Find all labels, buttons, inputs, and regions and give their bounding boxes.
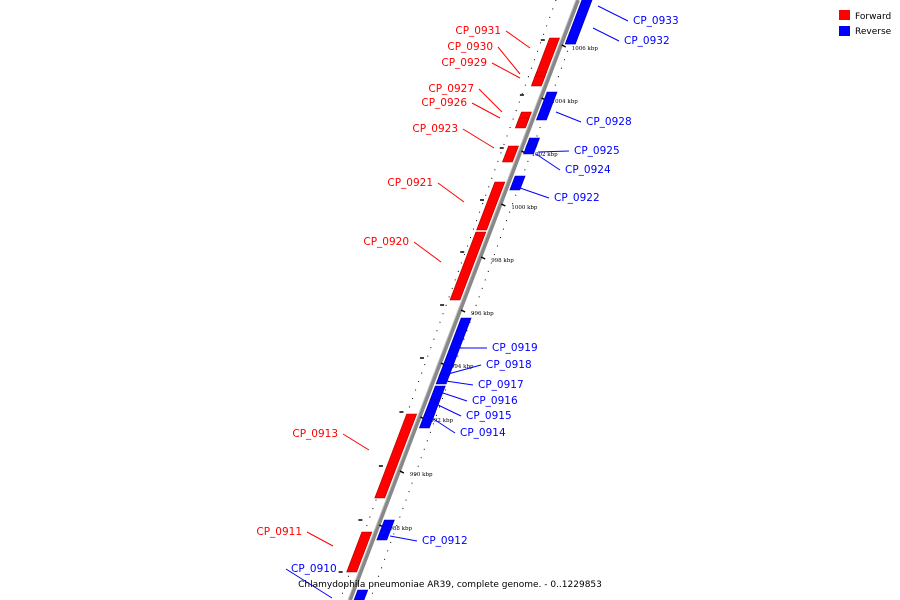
gene-label[interactable]: CP_0915 xyxy=(466,410,512,422)
gene-label[interactable]: CP_0927 xyxy=(428,83,474,95)
gene-leader-line xyxy=(445,380,474,386)
gene-leader-line xyxy=(439,391,468,402)
gene-feature[interactable] xyxy=(564,0,594,45)
gene-label[interactable]: CP_0914 xyxy=(460,427,506,439)
gene-leader-line xyxy=(519,187,550,199)
tick-mark xyxy=(501,203,506,207)
gene-feature[interactable] xyxy=(502,145,519,163)
tick-label: 996 kbp xyxy=(471,311,494,317)
gene-leader-line xyxy=(447,364,482,375)
gene-leader-line xyxy=(497,46,521,75)
gene-label[interactable]: CP_0912 xyxy=(422,535,468,547)
gene-feature[interactable] xyxy=(476,181,506,231)
gene-label[interactable]: CP_0919 xyxy=(492,342,538,354)
gene-leader-line xyxy=(431,417,456,434)
genome-caption: Chlamydophila pneumoniae AR39, complete … xyxy=(298,580,602,590)
gene-leader-line xyxy=(342,433,370,451)
tick-mark xyxy=(480,256,486,260)
gene-label[interactable]: CP_0929 xyxy=(441,57,487,69)
tick-label: 1000 kbp xyxy=(511,205,538,211)
gene-leader-line xyxy=(478,88,503,113)
gene-leader-line xyxy=(413,241,442,263)
gene-label[interactable]: CP_0913 xyxy=(292,428,338,440)
gene-feature[interactable] xyxy=(346,531,373,573)
gene-feature[interactable] xyxy=(418,411,436,429)
tick-label: 998 kbp xyxy=(491,258,514,264)
gene-label[interactable]: CP_0911 xyxy=(256,526,302,538)
gene-leader-line xyxy=(491,62,521,79)
tick-label: 994 kbp xyxy=(451,364,474,370)
gene-leader-line xyxy=(555,111,582,123)
legend-forward-swatch xyxy=(839,10,850,20)
gene-label[interactable]: CP_0933 xyxy=(633,15,679,27)
gene-feature[interactable] xyxy=(374,413,418,499)
gene-label[interactable]: CP_0932 xyxy=(624,35,670,47)
gene-leader-line xyxy=(285,568,333,599)
gene-feature[interactable] xyxy=(353,589,369,600)
gene-leader-line xyxy=(505,30,531,49)
tick-mark xyxy=(561,44,567,48)
gene-label[interactable]: CP_0921 xyxy=(387,177,433,189)
gene-label[interactable]: CP_0924 xyxy=(565,164,611,176)
gene-leader-line xyxy=(462,128,495,149)
tick-label: 992 kbp xyxy=(430,418,453,424)
gene-feature[interactable] xyxy=(523,143,538,155)
tick-label: 1004 kbp xyxy=(552,99,579,105)
gene-leader-line xyxy=(435,403,462,417)
legend-reverse-label: Reverse xyxy=(855,27,892,37)
tick-label: 1002 kbp xyxy=(531,152,558,158)
tick-label: 988 kbp xyxy=(389,526,412,532)
genome-backbone-highlight xyxy=(347,0,577,600)
gene-feature[interactable] xyxy=(376,519,395,541)
gene-leader-line xyxy=(535,153,561,171)
legend-reverse-swatch xyxy=(839,26,850,36)
gene-label[interactable]: CP_0926 xyxy=(421,97,467,109)
tick-mark xyxy=(460,309,466,313)
tick-mark xyxy=(399,470,405,474)
gene-leader-line xyxy=(306,531,334,547)
tick-row-line xyxy=(369,0,587,600)
gene-label[interactable]: CP_0930 xyxy=(447,41,493,53)
tick-row-line xyxy=(339,0,557,600)
gene-feature[interactable] xyxy=(514,117,530,129)
gene-label[interactable]: CP_0917 xyxy=(478,379,524,391)
gene-label[interactable]: CP_0931 xyxy=(455,25,501,37)
gene-leader-line xyxy=(537,150,570,153)
gene-feature[interactable] xyxy=(449,231,487,301)
legend-forward-label: Forward xyxy=(855,12,891,22)
tick-label: 1006 kbp xyxy=(572,46,599,52)
tick-label: 990 kbp xyxy=(410,472,433,478)
gene-leader-line xyxy=(597,5,629,22)
gene-feature[interactable] xyxy=(435,373,451,385)
gene-label[interactable]: CP_0923 xyxy=(412,123,458,135)
gene-label[interactable]: CP_0922 xyxy=(554,192,600,204)
gene-feature[interactable] xyxy=(535,91,558,121)
gene-leader-line xyxy=(437,182,465,203)
genome-backbone xyxy=(348,0,580,600)
gene-leader-line xyxy=(592,27,620,42)
gene-leader-line xyxy=(389,535,418,542)
gene-label[interactable]: CP_0910 xyxy=(291,563,337,575)
gene-feature[interactable] xyxy=(509,175,526,191)
gene-label[interactable]: CP_0920 xyxy=(363,236,409,248)
gene-leader-line xyxy=(471,102,501,119)
gene-label[interactable]: CP_0916 xyxy=(472,395,518,407)
gene-label[interactable]: CP_0928 xyxy=(586,116,632,128)
gene-feature[interactable] xyxy=(530,75,546,87)
gene-label[interactable]: CP_0918 xyxy=(486,359,532,371)
legend: Forward Reverse xyxy=(839,10,892,37)
gene-label[interactable]: CP_0925 xyxy=(574,145,620,157)
